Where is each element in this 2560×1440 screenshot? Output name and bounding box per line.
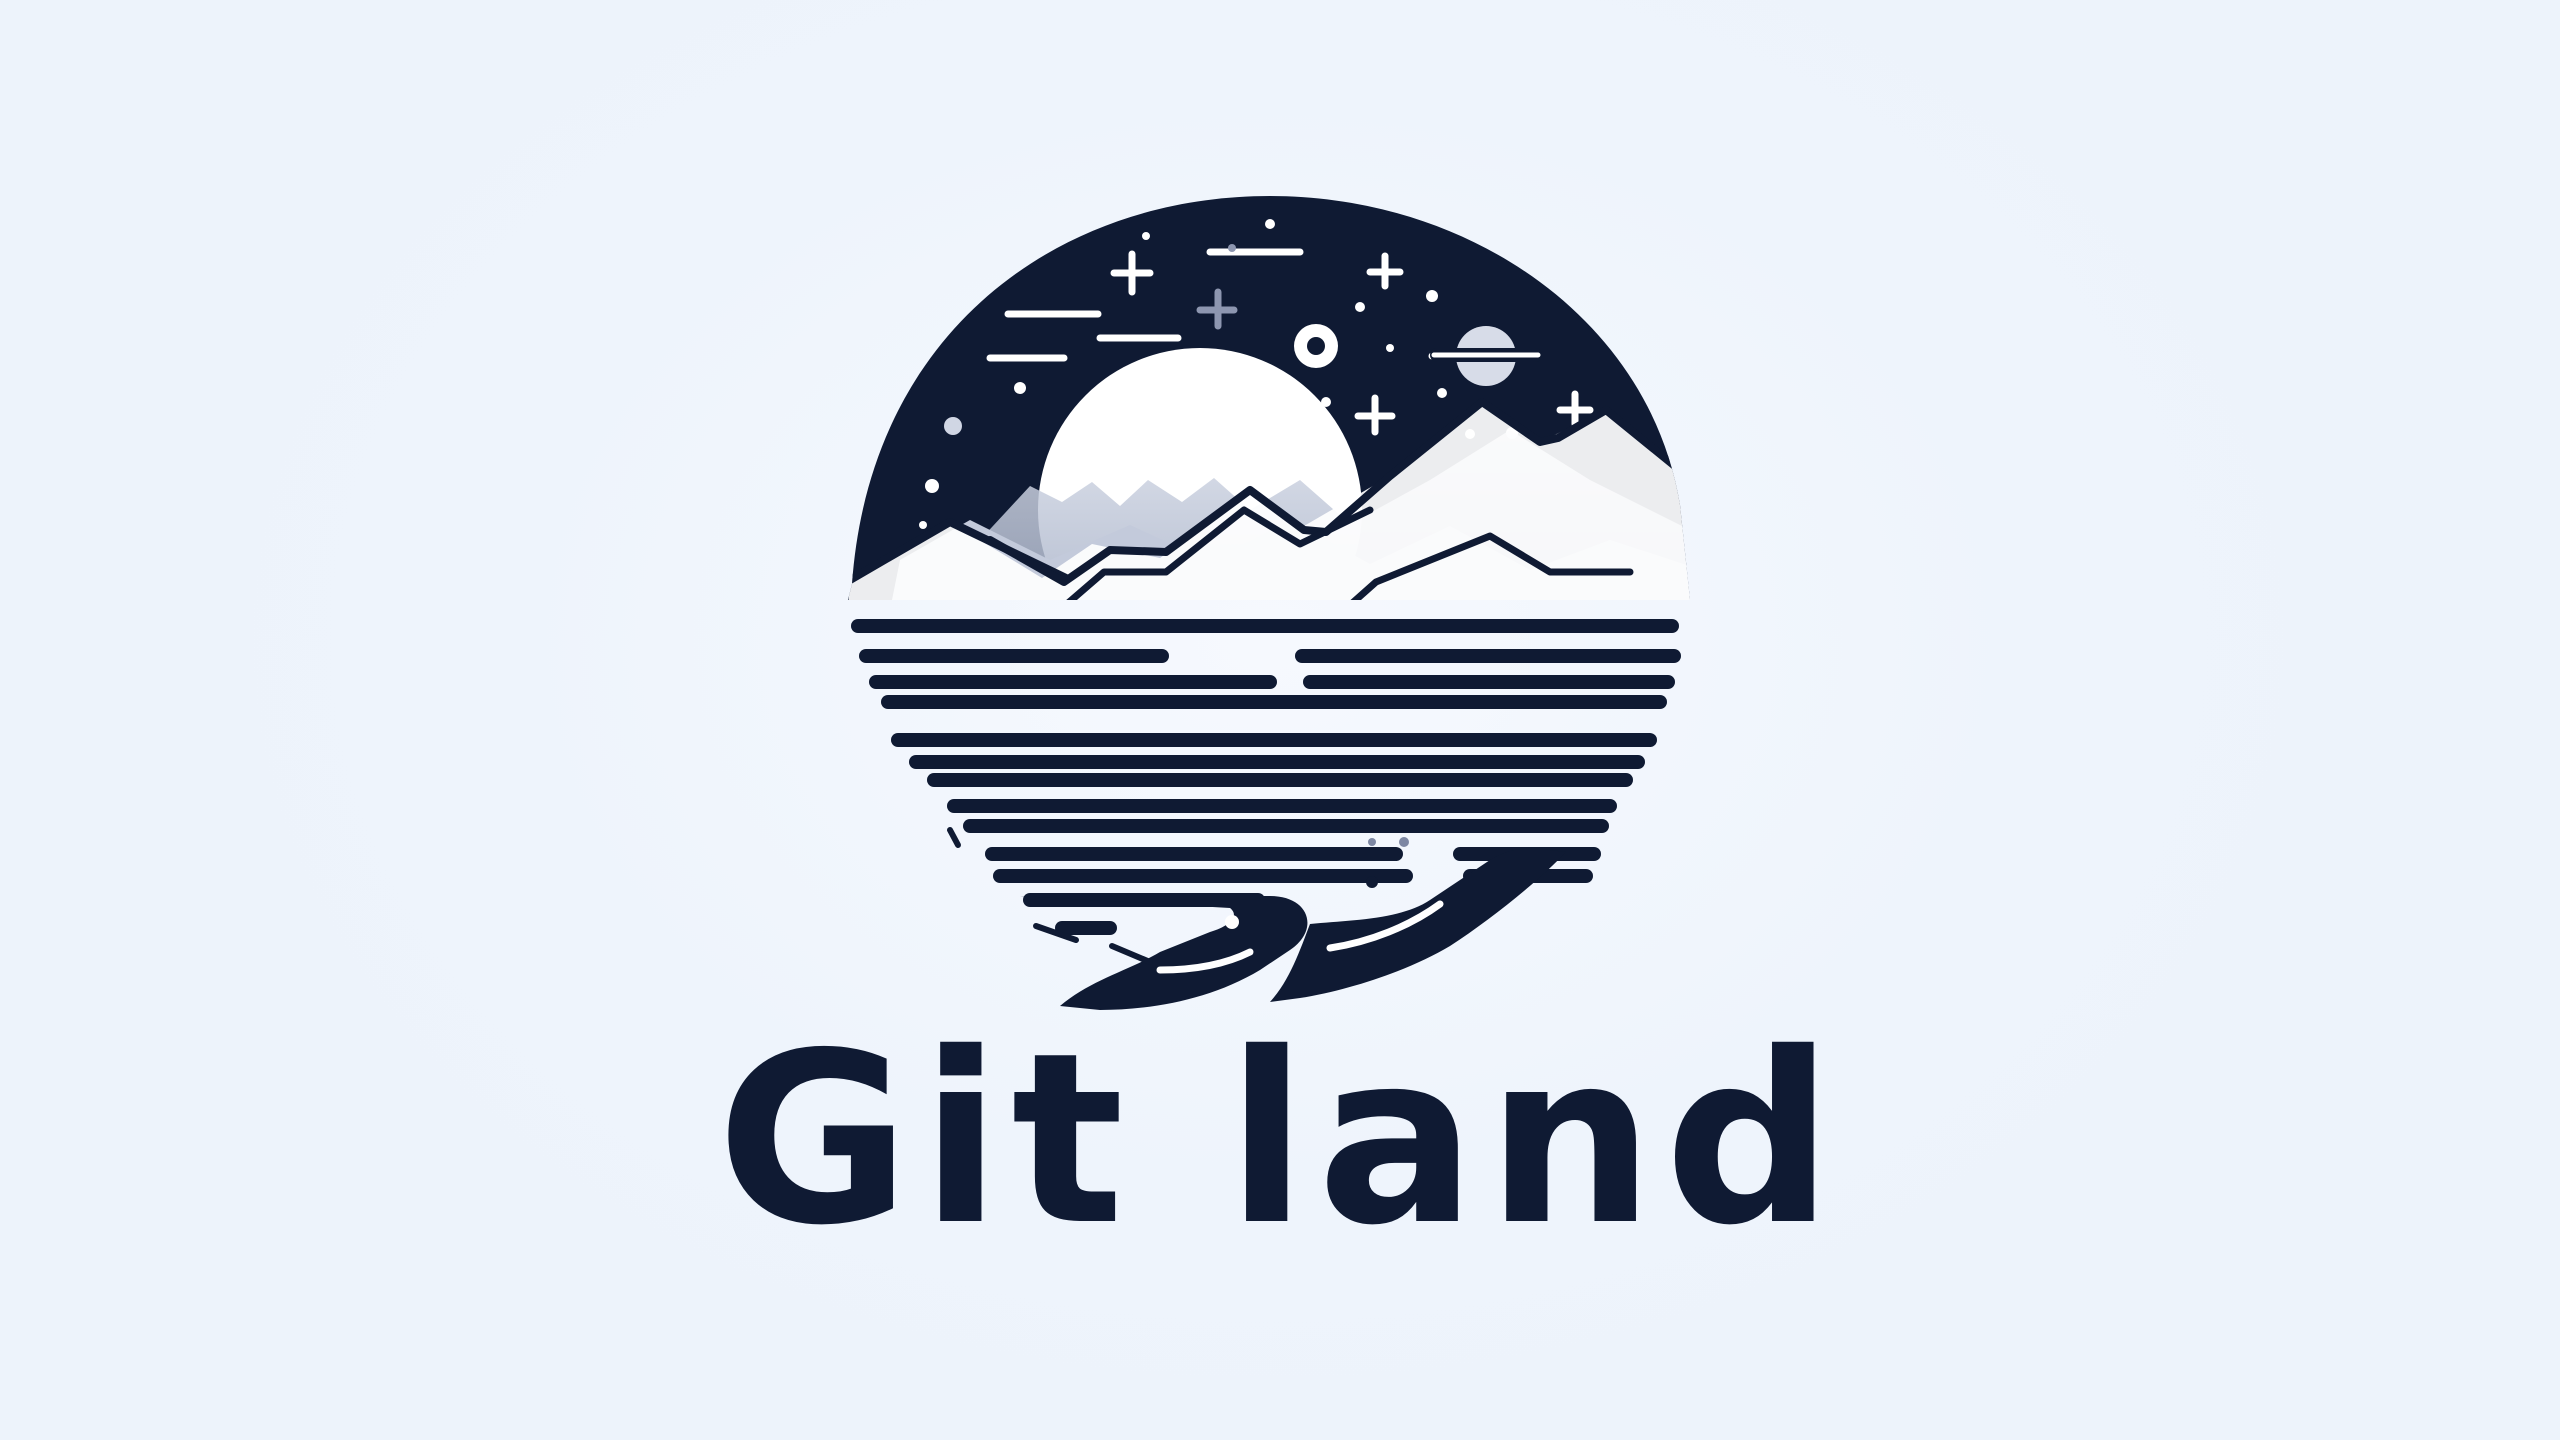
saturn-icon [1430,326,1542,386]
brand-wordmark: Git land [716,1002,1844,1277]
night-landscape-emblem-icon [848,196,1690,1010]
planet-icon [1294,324,1338,368]
logo-emblem [830,180,1710,1020]
star-icons [1110,250,1594,436]
water-lines [851,619,1681,935]
wave-shapes [947,827,1566,1010]
mountain-ridges [848,398,1690,600]
